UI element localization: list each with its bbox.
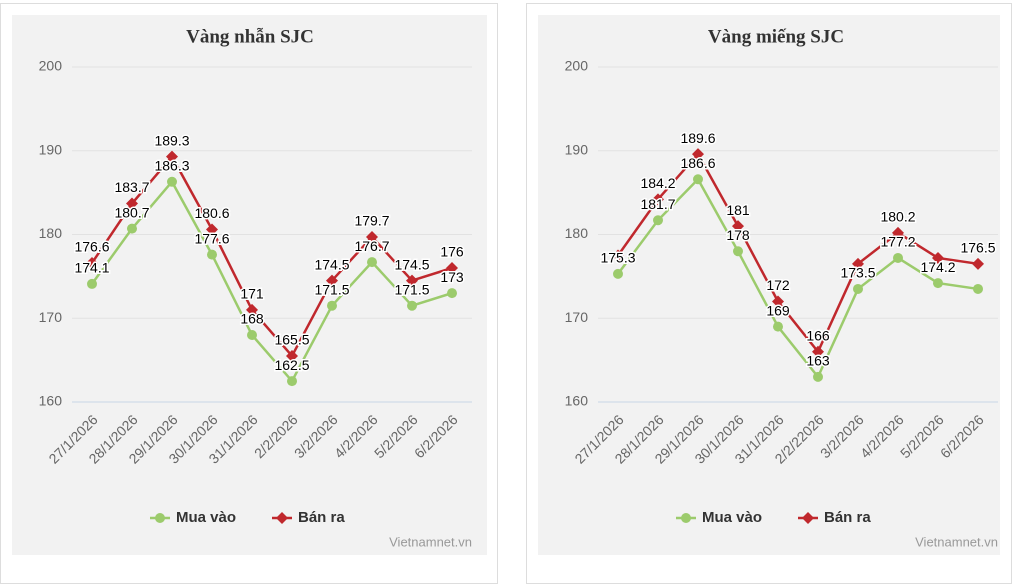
point [812,345,824,358]
data-label: 174.5 [314,256,349,272]
data-label: 177.6 [194,230,229,246]
data-label: 180.6 [194,205,229,221]
source: Vietnamnet.vn [915,534,998,549]
data-label: 183.7 [114,179,149,195]
data-label: 174.2 [920,259,955,275]
legend-label: Bán ra [298,509,345,526]
data-label: 177.2 [880,234,915,250]
data-label: 165.5 [274,332,309,348]
legend-label: Bán ra [824,509,871,526]
point [86,256,98,269]
point [447,288,457,299]
data-label: 189.3 [154,132,189,148]
data-label: 178 [726,227,750,243]
data-label: 176 [440,244,464,260]
point [246,303,258,316]
point [206,223,218,236]
chart-title: Vàng nhẫn SJC [186,26,314,47]
data-label: 171.5 [314,281,349,297]
point [773,321,783,332]
point [326,274,338,287]
point [613,268,623,279]
point [167,176,177,187]
legend-label: Mua vào [702,509,762,526]
point [692,148,704,161]
point [87,278,97,289]
point [126,197,138,210]
series-line [616,177,979,380]
data-label: 176.5 [960,240,995,256]
point [407,300,417,311]
point [893,252,903,263]
data-label: 172 [766,277,790,293]
point [853,283,863,294]
y-tick-label: 190 [565,141,589,157]
series-line [90,154,453,359]
series-line [90,179,453,384]
data-label: 174.5 [394,256,429,272]
point [652,193,664,206]
point [973,283,983,294]
y-tick-label: 160 [39,393,63,409]
point [286,349,298,362]
point [733,246,743,257]
y-tick-label: 180 [565,225,589,241]
data-label: 171 [240,286,264,302]
point [732,220,744,233]
data-label: 162.5 [274,357,309,373]
data-label: 186.6 [680,155,715,171]
data-label: 181.7 [640,196,675,212]
data-label: 163 [806,353,830,369]
data-label: 171.5 [394,281,429,297]
point [693,174,703,185]
point [852,257,864,270]
point [772,295,784,308]
point [367,257,377,268]
data-label: 173 [440,269,464,285]
data-label: 168 [240,311,264,327]
y-tick-label: 180 [39,225,63,241]
data-label: 166 [806,327,830,343]
data-label: 189.6 [680,130,715,146]
data-label: 174.1 [74,260,109,276]
data-label: 184.2 [640,175,675,191]
data-label: 180.7 [114,204,149,220]
series-line [616,151,979,355]
data-label: 176.7 [354,238,389,254]
legend-label: Mua vào [176,509,236,526]
data-label: 186.3 [154,157,189,173]
y-tick-label: 200 [565,58,589,74]
point [972,257,984,270]
point [446,262,458,274]
point [933,278,943,289]
data-label: 181 [726,202,750,218]
y-tick-label: 170 [39,309,63,325]
point [247,330,257,340]
data-label: 169 [766,302,790,318]
data-label: 179.7 [354,213,389,229]
chart-title: Vàng miếng SJC [708,26,844,47]
data-label: 175.3 [600,250,635,266]
point [406,274,418,287]
point [127,223,137,234]
data-label: 176.6 [74,239,109,255]
y-tick-label: 170 [565,309,589,325]
y-tick-label: 200 [39,58,63,74]
point [166,150,178,163]
point [813,371,823,382]
point [653,215,663,226]
data-label: 173.5 [840,265,875,281]
point [932,251,944,264]
point [892,226,904,239]
point [327,300,337,311]
y-tick-label: 160 [565,393,589,409]
point [366,231,378,244]
source: Vietnamnet.vn [389,534,472,549]
point [287,376,297,387]
data-label: 180.2 [880,209,915,225]
y-tick-label: 190 [39,141,63,157]
point [207,249,217,260]
point [612,249,624,262]
